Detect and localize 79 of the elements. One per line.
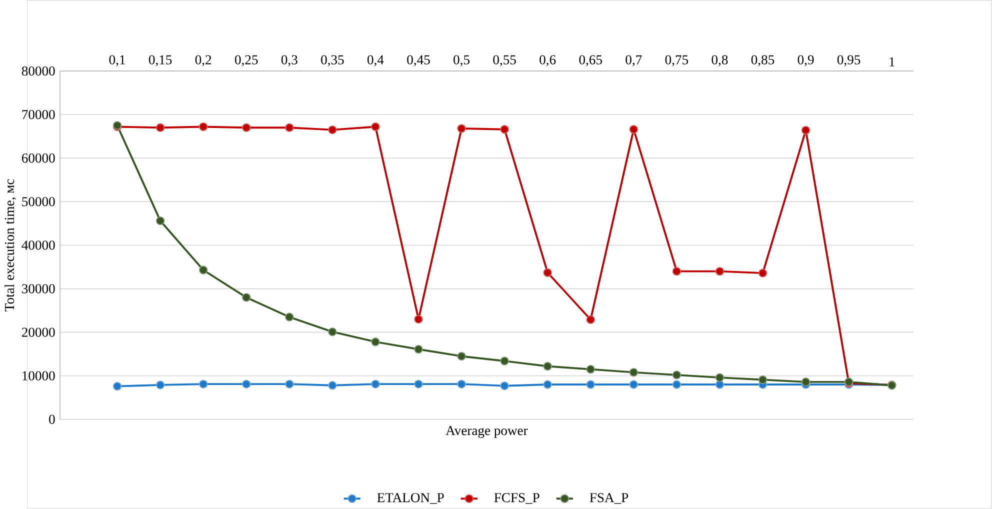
point (328, 381, 337, 390)
y-tick-label: 60000 (22, 154, 55, 163)
point (457, 380, 466, 389)
point (414, 380, 423, 389)
point (629, 125, 638, 134)
x-tick-label: 0,5 (454, 55, 470, 66)
x-tick-label: 1 (890, 57, 894, 66)
y-tick-label: 50000 (22, 197, 55, 206)
x-tick-label: 0,15 (148, 55, 172, 66)
x-tick-label: 0,55 (493, 55, 516, 66)
legend-label: FCFS_P (494, 493, 540, 504)
y-tick-label: 80000 (22, 66, 55, 76)
point (285, 380, 294, 389)
point (414, 344, 423, 354)
point (715, 267, 724, 276)
y-tick-label: 30000 (22, 284, 55, 294)
x-tick-label: 0,45 (407, 55, 430, 66)
point (156, 123, 165, 132)
y-tick-label: 0 (49, 414, 55, 424)
point (629, 368, 638, 377)
x-tick-label: 0,2 (195, 55, 212, 66)
point (156, 216, 165, 226)
x-axis-title: Average power (446, 426, 528, 438)
x-tick-label: 0,9 (798, 55, 814, 66)
point (457, 352, 466, 361)
point (156, 380, 165, 390)
x-tick-label: 0,25 (235, 55, 258, 66)
point (586, 315, 595, 324)
point (672, 380, 682, 389)
point (500, 125, 509, 134)
point (715, 373, 724, 382)
point (801, 126, 810, 135)
x-tick-label: 0,1 (109, 55, 125, 66)
point (285, 123, 294, 132)
point (198, 266, 208, 274)
point (672, 267, 682, 276)
point (198, 122, 208, 132)
point (371, 338, 380, 346)
point (543, 380, 552, 389)
legend-label: ETALON_P (377, 493, 444, 504)
point (500, 356, 509, 366)
legend-label: FSA_P (590, 493, 628, 504)
point (328, 126, 337, 134)
point (629, 380, 638, 389)
point (371, 122, 380, 132)
point (543, 268, 552, 278)
point (285, 312, 294, 322)
point (457, 124, 466, 133)
point (758, 268, 768, 278)
point (586, 364, 595, 374)
x-tick-label: 0,35 (321, 55, 344, 66)
point (198, 380, 208, 389)
y-tick-label: 10000 (22, 371, 55, 380)
x-tick-label: 0,7 (626, 55, 642, 66)
point (242, 123, 251, 132)
x-tick-label: 0,85 (751, 55, 774, 66)
y-tick-label: 40000 (22, 240, 55, 250)
point (371, 380, 380, 389)
x-tick-label: 0,65 (579, 55, 602, 66)
point (586, 380, 595, 389)
y-tick-label: 20000 (22, 328, 55, 337)
point (801, 378, 810, 386)
x-tick-label: 0,95 (837, 55, 860, 66)
point (672, 370, 682, 380)
y-axis-title: Total execution time, мс (4, 179, 16, 312)
point (328, 328, 337, 336)
point (112, 382, 122, 391)
point (414, 314, 423, 324)
point (242, 293, 251, 302)
x-tick-label: 0,8 (712, 55, 728, 66)
x-tick-label: 0,3 (281, 55, 298, 66)
y-tick-label: 70000 (22, 110, 55, 120)
x-tick-label: 0,4 (368, 55, 384, 66)
point (758, 375, 768, 384)
x-tick-label: 0,75 (665, 55, 688, 66)
x-tick-label: 0,6 (540, 55, 556, 66)
point (543, 362, 552, 371)
point (500, 382, 509, 390)
point (242, 380, 251, 389)
